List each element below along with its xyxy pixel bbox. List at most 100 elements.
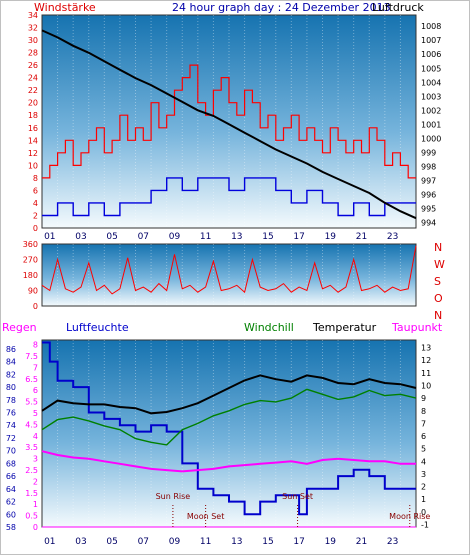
pressure-ytick-1008: 1008 [421, 22, 441, 31]
compass-label-n-4: N [434, 309, 442, 322]
rain-ytick-5: 5 [33, 409, 38, 418]
pressure-ytick-1005: 1005 [421, 64, 441, 73]
pressure-ytick-995: 995 [421, 204, 436, 213]
wind-pressure-plot-area [41, 14, 417, 229]
direction-ytick-90: 90 [28, 287, 38, 296]
pressure-ytick-1004: 1004 [421, 78, 441, 87]
panel1-xtick-01: 01 [44, 232, 55, 242]
panel1-xtick-07: 07 [138, 232, 149, 242]
series-taupunkt-line [41, 450, 416, 473]
wind-ytick-0: 0 [33, 224, 38, 233]
panel3-xtick-13: 13 [231, 537, 242, 547]
rain-ytick-6.5: 6.5 [25, 375, 38, 384]
rain-ytick-3.5: 3.5 [25, 443, 38, 452]
direction-ytick-360: 360 [23, 240, 38, 249]
humidity-ytick-66: 66 [6, 472, 16, 481]
rain-ytick-7: 7 [33, 363, 38, 372]
humidity-ytick-60: 60 [6, 510, 16, 519]
panel3-xtick-07: 07 [138, 537, 149, 547]
rain-ytick-3: 3 [33, 455, 38, 464]
humidity-ytick-58: 58 [6, 523, 16, 532]
panel3-xtick-03: 03 [75, 537, 86, 547]
series-luftfeuchte-line [42, 341, 416, 516]
panel1-xtick-15: 15 [262, 232, 273, 242]
wind-ytick-24: 24 [28, 74, 38, 83]
rain-ytick-1.5: 1.5 [25, 489, 38, 498]
direction-ytick-180: 180 [23, 271, 38, 280]
temperature-ytick-9: 9 [421, 394, 426, 403]
legend-taupunkt: Taupunkt [391, 321, 443, 334]
rain-ytick-7.5: 7.5 [25, 352, 38, 361]
humidity-ytick-72: 72 [6, 434, 16, 443]
temperature-ytick-12: 12 [421, 356, 431, 365]
humidity-ytick-84: 84 [6, 358, 16, 367]
panel3-xtick-01: 01 [44, 537, 55, 547]
compass-label-s-2: S [434, 275, 441, 288]
panel1-xtick-19: 19 [325, 232, 337, 242]
pressure-ytick-997: 997 [421, 176, 436, 185]
legend-temperatur: Temperatur [312, 321, 377, 334]
compass-label-w-1: W [434, 258, 445, 271]
wind-ytick-14: 14 [28, 136, 38, 145]
pressure-ytick-998: 998 [421, 162, 436, 171]
event-label-sun-rise: Sun Rise [156, 492, 191, 501]
series-temperatur-line [41, 374, 417, 415]
series-windrichtung-line [41, 245, 417, 295]
panel1-xtick-13: 13 [231, 232, 242, 242]
humidity-ytick-74: 74 [6, 421, 16, 430]
temperature-ytick-4: 4 [421, 457, 426, 466]
temperature-ytick-10: 10 [421, 381, 431, 390]
panel1-xtick-05: 05 [106, 232, 117, 242]
wind-ytick-32: 32 [28, 24, 38, 33]
panel3-xtick-05: 05 [106, 537, 117, 547]
temperature-ytick--1: -1 [421, 520, 429, 529]
wind-ytick-2: 2 [33, 211, 38, 220]
wind-ytick-34: 34 [28, 11, 38, 20]
panel1-xtick-23: 23 [387, 232, 398, 242]
compass-label-o-3: O [434, 292, 443, 305]
pressure-ytick-1006: 1006 [421, 50, 441, 59]
wind-ytick-28: 28 [28, 49, 38, 58]
compass-label-n-0: N [434, 241, 442, 254]
humidity-ytick-68: 68 [6, 459, 16, 468]
legend-windchill: Windchill [244, 321, 294, 334]
rain-ytick-0.5: 0.5 [25, 512, 38, 521]
humidity-ytick-62: 62 [6, 498, 16, 507]
wind-ytick-8: 8 [33, 174, 38, 183]
left-axis-title: Windstärke [34, 1, 96, 14]
rain-ytick-0: 0 [33, 523, 38, 532]
wind-ytick-6: 6 [33, 186, 38, 195]
legend-regen: Regen [2, 321, 37, 334]
wind-ytick-26: 26 [28, 61, 38, 70]
temperature-ytick-8: 8 [421, 407, 426, 416]
series-luftdruck-line [41, 29, 417, 220]
panel3-xtick-09: 09 [169, 537, 181, 547]
rain-ytick-6: 6 [33, 386, 38, 395]
panel3-xtick-23: 23 [387, 537, 398, 547]
wind-ytick-12: 12 [28, 149, 38, 158]
rain-ytick-2: 2 [33, 477, 38, 486]
temperature-ytick-0: 0 [421, 508, 426, 517]
legend-luftfeuchte: Luftfeuchte [66, 321, 129, 334]
right-axis-title: Luftdruck [372, 1, 424, 14]
humidity-ytick-76: 76 [6, 409, 16, 418]
rain-ytick-8: 8 [33, 341, 38, 350]
humidity-ytick-86: 86 [6, 345, 16, 354]
humidity-ytick-70: 70 [6, 447, 16, 456]
panel3-xtick-19: 19 [325, 537, 337, 547]
temperature-ytick-3: 3 [421, 470, 426, 479]
rain-ytick-4: 4 [33, 432, 38, 441]
wind-direction-plot-area [41, 243, 417, 307]
direction-ytick-270: 270 [23, 256, 38, 265]
rain-ytick-5.5: 5.5 [25, 398, 38, 407]
humidity-ytick-78: 78 [6, 396, 16, 405]
pressure-ytick-1002: 1002 [421, 106, 441, 115]
panel3-xtick-21: 21 [356, 537, 367, 547]
wind-ytick-4: 4 [33, 199, 38, 208]
panel1-xtick-11: 11 [200, 232, 211, 242]
pressure-ytick-1000: 1000 [421, 134, 441, 143]
pressure-ytick-996: 996 [421, 190, 436, 199]
wind-ytick-20: 20 [28, 99, 38, 108]
temperature-ytick-11: 11 [421, 369, 431, 378]
pressure-ytick-1003: 1003 [421, 92, 441, 101]
